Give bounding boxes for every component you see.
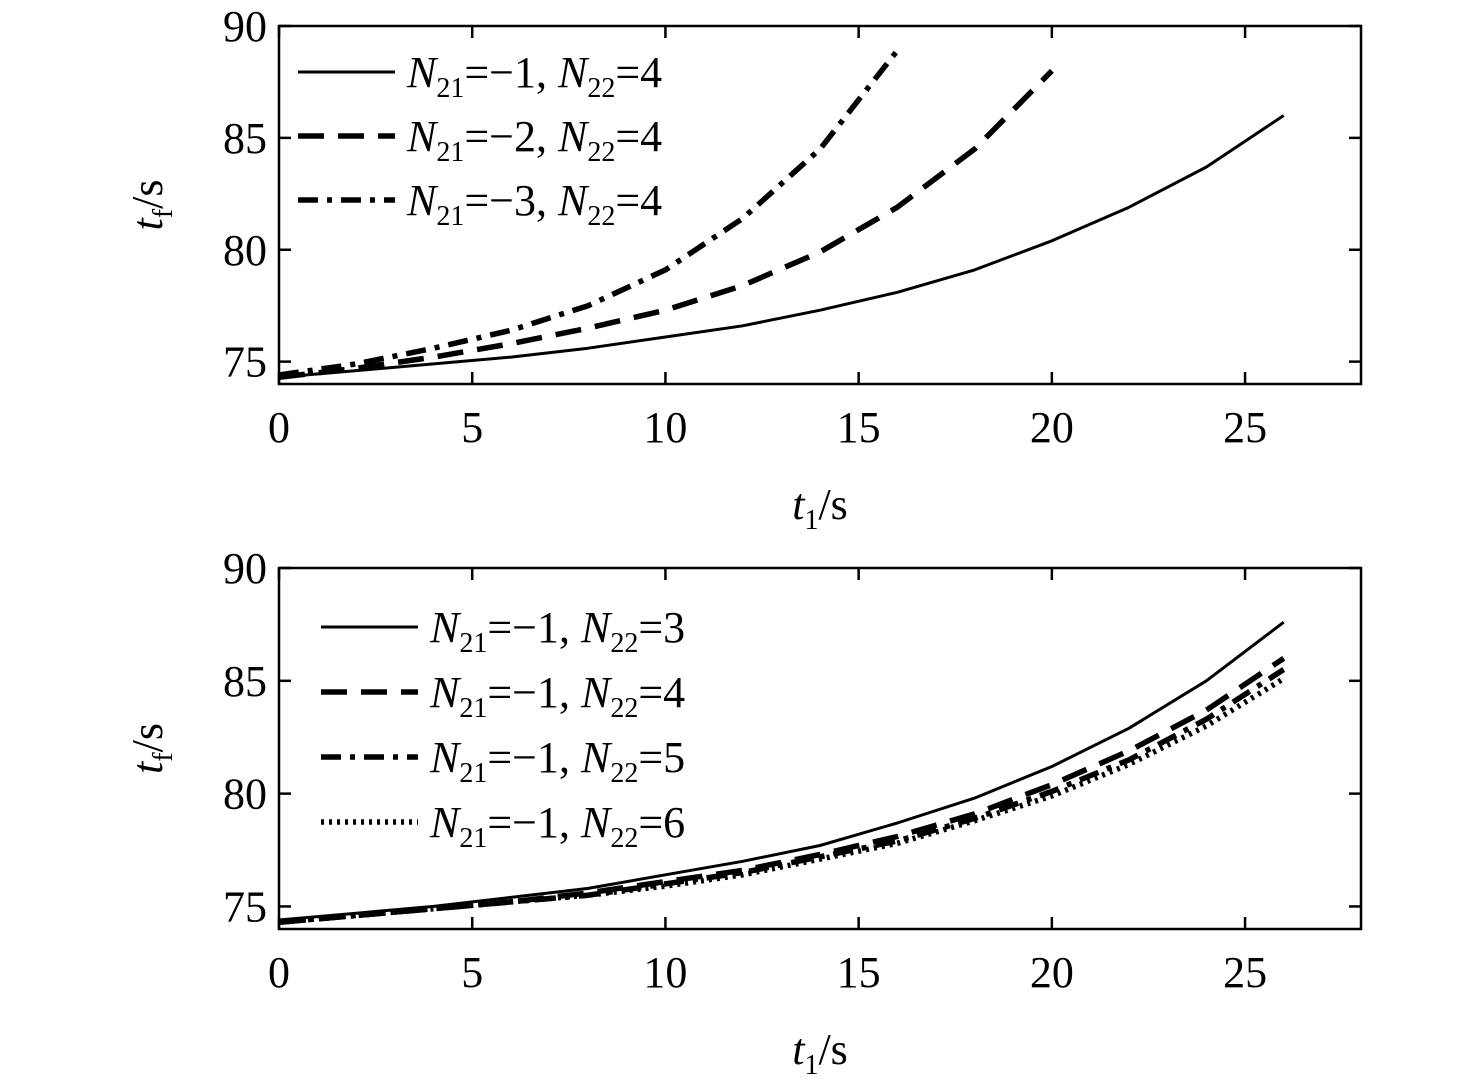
x-tick-label: 0 (268, 948, 290, 997)
y-tick-label: 90 (223, 2, 267, 51)
x-tick-label: 10 (643, 948, 687, 997)
series-line-dotted (278, 676, 1286, 925)
y-tick-label: 85 (223, 114, 267, 163)
legend-label: N21=−1, N22=3 (429, 603, 685, 659)
x-tick-label: 20 (1030, 948, 1074, 997)
legend-label: N21=−2, N22=4 (406, 112, 662, 168)
plot-frame (277, 24, 1363, 386)
x-tick-label: 10 (643, 403, 687, 452)
y-tick-label: 80 (223, 226, 267, 275)
y-axis-label: tf/s (123, 723, 179, 774)
x-tick-label: 15 (837, 948, 881, 997)
plot-frame (277, 566, 1363, 931)
x-tick-label: 25 (1223, 948, 1267, 997)
y-tick-label: 75 (223, 882, 267, 931)
legend: N21=−1, N22=4 N21=−2, N22=4 N21=−3, N22=4 (298, 48, 662, 232)
y-tick-label: 90 (223, 544, 267, 593)
x-tick-label: 25 (1223, 403, 1267, 452)
legend-label: N21=−1, N22=5 (429, 733, 685, 789)
series-line-solid (278, 114, 1285, 379)
legend-label: N21=−1, N22=6 (429, 798, 685, 854)
x-tick-label: 5 (461, 948, 483, 997)
series-line-dashed (278, 68, 1054, 381)
x-axis-label: t1/s (792, 1025, 848, 1081)
series-line-dashdot (278, 48, 900, 378)
y-tick-label: 80 (223, 770, 267, 819)
x-tick-label: 15 (837, 403, 881, 452)
legend: N21=−1, N22=3 N21=−1, N22=4 N21=−1, N22=5 N… (321, 603, 685, 854)
legend-label: N21=−3, N22=4 (406, 176, 662, 232)
y-tick-label: 75 (223, 338, 267, 387)
x-tick-label: 5 (461, 403, 483, 452)
y-axis-label: tf/s (123, 180, 179, 231)
x-axis-label: t1/s (792, 480, 848, 536)
legend-label: N21=−1, N22=4 (406, 48, 662, 104)
x-tick-label: 0 (268, 403, 290, 452)
x-tick-label: 20 (1030, 403, 1074, 452)
y-tick-label: 85 (223, 657, 267, 706)
legend-label: N21=−1, N22=4 (429, 668, 685, 724)
